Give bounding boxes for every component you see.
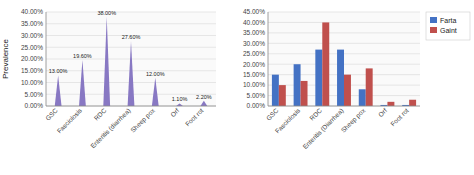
y-tick-label: 35.00% [21,20,43,27]
plot-background [46,12,216,106]
y-tick-label: 20.00% [21,55,43,62]
y-axis-line [268,12,269,106]
legend-box [426,12,470,40]
marks [55,17,208,106]
y-tick-label: 25.00% [21,44,43,51]
x-axis-line [268,106,420,107]
y-tick-label: 15.00% [21,67,43,74]
bar [128,41,135,106]
grid-line [268,32,420,33]
bar [103,17,110,106]
bar [279,85,286,106]
data-label: 13.00% [49,68,68,74]
chart-panel: 0.00% 5.00% 10.00% 15.00% 20.00% 25.00% 30.00%… [243,8,470,151]
data-label: 27.60% [122,34,141,40]
grid-line [268,106,420,107]
y-tick-label: 30.00% [243,40,265,47]
data-label: 1.10% [172,96,188,102]
x-tick-label: RDC [93,107,108,122]
y-tick-label: 45.00% [243,8,265,15]
data-label: 2.20% [196,94,212,100]
y-tick-label: 10.00% [243,81,265,88]
x-tick-label: Sheep pox [129,106,157,134]
grid-line [46,12,216,13]
chart-panel: 0.00% 5.00% 10.00% 15.00% 20.00% 25.00% 30.00%… [1,8,216,150]
bar [359,89,366,106]
y-tick-label: 20.00% [243,61,265,68]
bar [409,100,416,106]
y-tick-label: 30.00% [21,32,43,39]
legend-swatch [430,27,437,33]
bar [344,75,351,106]
x-tick-label: Fasciolosis [274,106,302,134]
x-tick-label: Foot rot [184,107,205,128]
y-axis-line [46,12,47,106]
y-tick-label: 5.00% [25,91,44,98]
data-label: 12.00% [146,71,165,77]
bar [301,81,308,106]
bar [337,50,344,106]
bar [200,101,207,106]
bar [79,60,86,106]
y-tick-label: 0.00% [25,102,44,109]
x-tick-label: Foot rot [389,107,410,128]
y-tick-label: 35.00% [243,29,265,36]
legend-label: Gaint [440,27,457,34]
bar [152,78,159,106]
x-tick-label: GSC [265,107,280,122]
y-tick-label: 25.00% [243,50,265,57]
data-label: 38.00% [97,10,116,16]
y-tick-label: 5.00% [247,92,266,99]
y-tick-label: 40.00% [21,8,43,15]
data-label: 19.60% [73,53,92,59]
x-tick-label: Fasciolosis [55,106,83,134]
bar [322,22,329,106]
bar [294,64,301,106]
y-tick-label: 10.00% [21,79,43,86]
bar [366,68,373,106]
x-axis-line [46,106,216,107]
y-axis-label: Prevalence [1,38,10,79]
x-tick-label: Orf [169,107,180,118]
x-tick-label: RDC [308,107,323,122]
grid-line [268,12,420,13]
legend: Farta Gaint [426,12,470,40]
bar [272,75,279,106]
chart-canvas: 0.00% 5.00% 10.00% 15.00% 20.00% 25.00% 30.00%… [0,0,474,175]
marks [272,22,416,106]
legend-label: Farta [440,17,456,24]
x-tick-label: GSC [44,107,59,122]
x-tick-label: Enteritis (diarrhea) [89,107,132,150]
bar [315,50,322,106]
x-tick-label: Sheep pox [339,106,367,134]
y-tick-label: 0.00% [247,102,266,109]
legend-swatch [430,17,437,23]
bar [55,75,62,106]
grid-line [268,22,420,23]
grid-line [268,43,420,44]
y-tick-label: 40.00% [243,19,265,26]
y-tick-label: 15.00% [243,71,265,78]
grid-line [46,106,216,107]
grid-line [46,23,216,24]
plot-background [268,12,420,106]
bar [387,102,394,106]
x-tick-label: Orf [377,107,388,118]
